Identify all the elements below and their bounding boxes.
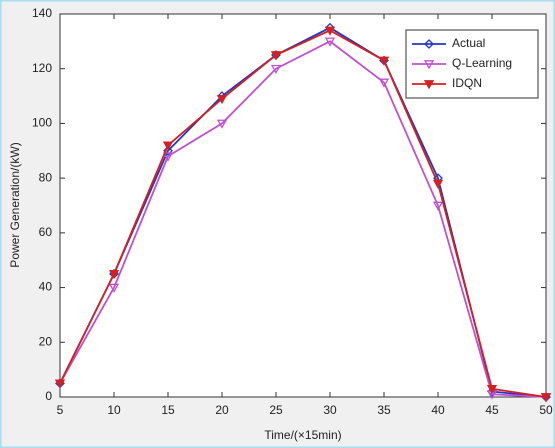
y-axis-label: Power Generation/(kW)	[8, 142, 22, 267]
marker	[108, 283, 120, 293]
legend-label: IDQN	[452, 76, 482, 90]
y-tick-label: 140	[32, 6, 52, 20]
x-tick-label: 15	[161, 403, 175, 417]
marker	[378, 78, 390, 88]
marker	[54, 379, 66, 389]
marker	[432, 201, 444, 211]
y-tick-label: 60	[39, 225, 53, 239]
marker	[487, 386, 497, 397]
y-tick-label: 80	[39, 170, 53, 184]
legend-marker	[423, 60, 435, 70]
y-tick-label: 0	[45, 389, 52, 403]
marker	[486, 384, 498, 395]
marker	[216, 94, 228, 105]
legend-marker	[424, 39, 434, 49]
y-tick-label: 20	[39, 334, 53, 348]
x-axis-label: Time/(×15min)	[264, 428, 341, 442]
legend-marker	[423, 80, 435, 90]
x-tick-label: 45	[485, 403, 499, 417]
y-tick-label: 100	[32, 116, 52, 130]
series-line	[59, 29, 547, 398]
marker	[270, 51, 282, 61]
marker	[432, 179, 444, 189]
marker	[108, 270, 120, 280]
marker	[324, 37, 336, 47]
x-tick-label: 5	[57, 403, 64, 417]
x-tick-label: 25	[269, 403, 283, 417]
marker	[162, 141, 174, 151]
x-tick-label: 30	[323, 403, 337, 417]
series-line	[59, 40, 547, 398]
x-tick-label: 20	[215, 403, 229, 417]
marker	[216, 119, 228, 129]
x-tick-label: 40	[431, 403, 445, 417]
x-tick-label: 10	[107, 403, 121, 417]
x-tick-label: 35	[377, 403, 391, 417]
marker	[378, 56, 390, 66]
marker	[540, 393, 552, 403]
y-tick-label: 120	[32, 61, 52, 75]
marker	[270, 64, 282, 75]
y-tick-label: 40	[39, 280, 53, 294]
legend-label: Actual	[452, 36, 485, 50]
axes-box	[59, 13, 547, 398]
x-tick-label: 50	[539, 403, 553, 417]
marker	[162, 152, 174, 162]
marker	[324, 26, 336, 36]
legend-label: Q-Learning	[452, 56, 512, 70]
